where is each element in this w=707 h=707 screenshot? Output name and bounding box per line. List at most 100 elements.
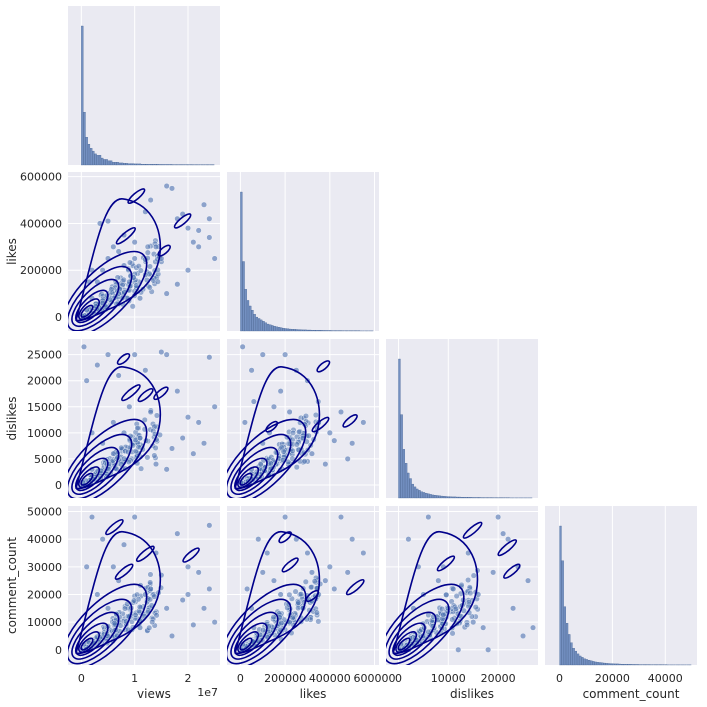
scatter-point xyxy=(485,646,492,653)
histogram-bar xyxy=(614,663,617,666)
histogram-bar xyxy=(431,494,435,499)
scatter-point xyxy=(349,440,356,447)
scatter-point xyxy=(211,255,218,262)
kde-contour-outer xyxy=(234,531,321,655)
kde-contour xyxy=(78,466,101,489)
scatter-point xyxy=(278,620,285,627)
scatter-point xyxy=(293,464,300,471)
scatter-point xyxy=(305,432,312,439)
panel-background xyxy=(68,6,220,165)
histogram-bar xyxy=(434,495,437,499)
scatter-point xyxy=(152,243,159,250)
scatter-point xyxy=(495,514,502,521)
kde-contour xyxy=(234,457,268,492)
histogram-bar xyxy=(636,664,639,666)
histogram-bar xyxy=(398,358,401,499)
histogram-bar xyxy=(465,497,468,499)
histogram-bar xyxy=(476,497,479,499)
scatter-point xyxy=(452,605,459,612)
x-tick-label: 20000 xyxy=(481,672,516,685)
scatter-point xyxy=(141,416,148,423)
scatter-point xyxy=(147,585,154,592)
kde-contour xyxy=(237,631,260,654)
histogram-bar xyxy=(83,112,86,166)
scatter-point xyxy=(302,413,309,420)
panel-comment_count-vs-comment_count xyxy=(545,506,697,666)
x-offset-text: 1e7 xyxy=(197,686,218,699)
scatter-point xyxy=(267,460,274,467)
histogram-bar xyxy=(587,659,591,666)
histogram-bar xyxy=(317,330,321,332)
kde-contours xyxy=(68,188,192,331)
scatter-point xyxy=(344,455,351,462)
kde-contour xyxy=(80,304,94,318)
histogram-bar xyxy=(85,137,88,166)
scatter-point xyxy=(115,372,122,379)
histogram-bar xyxy=(304,329,307,332)
scatter-point xyxy=(449,616,456,623)
scatter-point xyxy=(322,577,329,584)
histogram-bar xyxy=(271,325,274,332)
scatter-point xyxy=(134,425,141,432)
kde-contour-island xyxy=(127,188,146,204)
scatter-point xyxy=(184,267,191,274)
histogram-bar xyxy=(98,155,102,166)
histogram-bar xyxy=(438,495,441,499)
scatter-point xyxy=(136,295,143,302)
histogram-bar xyxy=(445,496,448,499)
x-tick-label: 0 xyxy=(556,672,563,685)
scatter-point xyxy=(450,585,457,592)
scatter-point xyxy=(168,445,175,452)
histogram-bar xyxy=(246,300,250,332)
scatter-point xyxy=(132,611,139,618)
scatter-point xyxy=(308,450,315,457)
scatter-point xyxy=(195,419,202,426)
histogram-bar xyxy=(145,164,148,166)
kde-contour xyxy=(227,433,292,498)
scatter-point xyxy=(99,536,106,543)
histogram-bar xyxy=(262,321,265,332)
histogram-bar xyxy=(612,663,615,666)
histogram-bar xyxy=(409,478,412,499)
scatter-point xyxy=(338,514,345,521)
scatter-point xyxy=(449,630,456,637)
histogram-bar xyxy=(169,164,173,166)
histogram-bar xyxy=(134,163,137,166)
histogram-bar xyxy=(405,463,408,499)
panel-dislikes-vs-likes xyxy=(227,339,379,498)
scatter-point xyxy=(435,577,442,584)
scatter-point xyxy=(151,593,158,600)
histogram-bar xyxy=(625,664,628,666)
scatter-point xyxy=(83,377,90,384)
scatter-point xyxy=(153,612,160,619)
histogram-bar xyxy=(289,328,292,332)
scatter-point xyxy=(470,572,477,579)
y-tick-label: 20000 xyxy=(27,375,62,388)
kde-contour-outer xyxy=(75,198,162,322)
y-axis-label: comment_count xyxy=(5,537,19,634)
kde-contour-island xyxy=(265,420,279,433)
kde-contour-island xyxy=(281,557,299,573)
histogram-bar xyxy=(454,496,457,499)
histogram-bar xyxy=(163,164,166,166)
kde-contour-island xyxy=(311,416,330,433)
histogram-bar xyxy=(282,328,285,332)
kde-contour-island xyxy=(182,547,200,563)
histogram-bar xyxy=(623,664,626,666)
histogram-bar xyxy=(275,326,278,332)
scatter-point xyxy=(255,536,262,543)
histogram-bar xyxy=(596,662,599,666)
kde-contour-island xyxy=(114,563,134,580)
scatter-point xyxy=(142,367,149,374)
scatter-point xyxy=(110,243,117,250)
scatter-point xyxy=(200,605,207,612)
y-tick-label: 200000 xyxy=(20,264,62,277)
kde-contours xyxy=(68,518,200,665)
scatter-point xyxy=(144,249,151,256)
histogram-bar xyxy=(627,664,630,666)
y-tick-label: 30000 xyxy=(27,561,62,574)
histogram-bar xyxy=(138,163,142,166)
scatter-point xyxy=(190,621,197,628)
scatter-point xyxy=(104,218,111,225)
kde-contour xyxy=(80,472,94,486)
